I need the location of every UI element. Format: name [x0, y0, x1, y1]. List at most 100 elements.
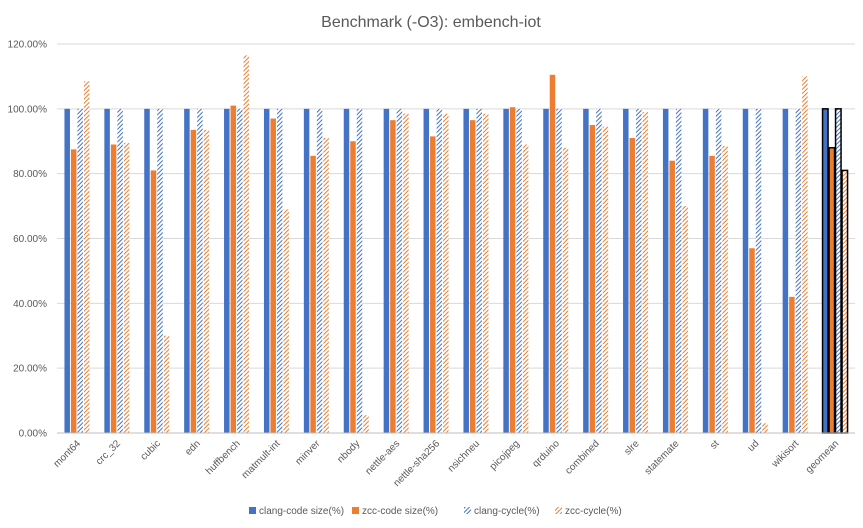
bar [303, 108, 310, 433]
bar [77, 108, 83, 433]
bar [715, 108, 722, 433]
bar [190, 129, 197, 433]
bar [283, 209, 289, 433]
bar [436, 108, 443, 433]
x-tick-label: geomean [804, 438, 841, 475]
bar [662, 108, 669, 433]
x-tick-label: crc_32 [94, 438, 123, 467]
bar [310, 155, 316, 433]
y-axis-ticks: 0.00% 20.00% 40.00% 60.00% 80.00% 100.00% 120.… [8, 40, 48, 440]
x-tick-label: huffbench [204, 438, 243, 477]
bar [841, 169, 849, 434]
bar [623, 108, 629, 433]
bar [522, 144, 529, 433]
bar [237, 108, 243, 433]
bar [184, 108, 190, 433]
y-tick-label: 40.00% [13, 299, 47, 310]
y-tick-label: 20.00% [13, 364, 47, 375]
legend-label: zcc-cycle(%) [565, 506, 622, 517]
bar [104, 108, 110, 433]
bar [224, 108, 230, 433]
bar [543, 108, 549, 433]
bar [562, 147, 569, 433]
bar [762, 423, 768, 433]
bar [64, 108, 70, 433]
bar [755, 108, 762, 433]
bar [702, 108, 709, 433]
bar [70, 149, 77, 433]
bar [782, 108, 789, 433]
bar [83, 81, 90, 433]
x-tick-label: edn [183, 438, 203, 458]
bar [123, 142, 130, 433]
bar [356, 108, 363, 433]
bar [516, 108, 522, 433]
x-tick-label: nettle-aes [363, 438, 402, 477]
bar [343, 108, 350, 433]
x-tick-label: slre [622, 438, 641, 457]
bar [350, 141, 356, 433]
bar [675, 108, 682, 433]
legend-label: clang-cycle(%) [474, 506, 540, 517]
legend-swatch [464, 507, 471, 514]
bar [144, 108, 150, 433]
bar [150, 170, 157, 434]
bar [323, 138, 329, 433]
bar [503, 108, 509, 433]
bar [602, 126, 609, 433]
x-tick-label: qrduino [531, 438, 563, 470]
legend-swatch [352, 507, 359, 514]
x-tick-label: ud [746, 438, 762, 454]
bar [270, 118, 276, 433]
x-tick-label: picojpeg [488, 438, 522, 472]
bar [795, 108, 802, 433]
bar [396, 108, 403, 433]
bar [383, 108, 390, 433]
bar [276, 108, 283, 433]
bar [316, 108, 323, 433]
x-tick-label: mont64 [52, 438, 84, 470]
bar [709, 155, 715, 433]
bar [197, 108, 203, 433]
bar [110, 144, 117, 433]
y-tick-label: 60.00% [13, 234, 47, 245]
chart-title: Benchmark (-O3): embench-iot [321, 14, 541, 31]
x-tick-label: minver [293, 438, 322, 467]
bar [463, 108, 469, 433]
bar [263, 108, 270, 433]
bar [802, 76, 808, 434]
legend-swatch [249, 507, 256, 514]
bar [636, 108, 642, 433]
bar [669, 160, 675, 433]
bar [443, 113, 449, 433]
bar [430, 136, 436, 433]
x-tick-label: statemate [643, 438, 682, 477]
bar [363, 415, 369, 433]
x-tick-label: combined [563, 438, 601, 476]
bar [423, 108, 430, 433]
bar [117, 108, 123, 433]
x-tick-label: matmult-int [240, 438, 283, 481]
legend-label: clang-code size(%) [259, 506, 344, 517]
gridlines [57, 43, 855, 369]
bar [682, 206, 688, 433]
bar [230, 105, 237, 433]
bars [64, 55, 849, 434]
bar [589, 125, 596, 434]
bar [583, 108, 589, 433]
bar [821, 108, 829, 434]
bar [403, 113, 409, 433]
y-tick-label: 0.00% [19, 429, 47, 440]
legend: clang-code size(%) zcc-code size(%) clang-… [249, 506, 622, 517]
y-tick-label: 80.00% [13, 169, 47, 180]
bar [749, 248, 755, 433]
bar [509, 107, 516, 434]
bar [163, 335, 170, 433]
bar [243, 55, 250, 434]
bar [789, 296, 795, 433]
bar [828, 146, 836, 434]
x-tick-label: nbody [335, 438, 362, 465]
bar [629, 138, 636, 433]
bar [157, 108, 163, 433]
